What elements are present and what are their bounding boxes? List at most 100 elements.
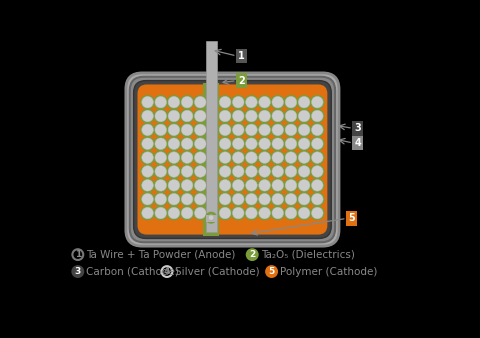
Circle shape bbox=[257, 123, 272, 137]
Circle shape bbox=[154, 137, 168, 151]
Circle shape bbox=[155, 166, 167, 177]
Circle shape bbox=[312, 193, 323, 205]
Circle shape bbox=[219, 124, 231, 136]
Circle shape bbox=[167, 164, 181, 179]
Circle shape bbox=[246, 166, 257, 177]
Circle shape bbox=[209, 215, 214, 220]
Text: 4: 4 bbox=[354, 138, 361, 148]
Circle shape bbox=[297, 192, 312, 207]
Text: 3: 3 bbox=[354, 123, 361, 133]
Circle shape bbox=[298, 179, 310, 191]
Circle shape bbox=[167, 178, 181, 193]
Circle shape bbox=[193, 192, 208, 207]
Circle shape bbox=[285, 110, 297, 122]
Circle shape bbox=[272, 96, 284, 108]
Circle shape bbox=[272, 138, 284, 149]
Text: 2: 2 bbox=[249, 250, 255, 259]
Circle shape bbox=[194, 207, 206, 219]
Circle shape bbox=[194, 138, 206, 149]
Circle shape bbox=[257, 164, 272, 179]
Circle shape bbox=[155, 179, 167, 191]
Circle shape bbox=[168, 193, 180, 205]
Circle shape bbox=[284, 206, 298, 220]
Circle shape bbox=[298, 207, 310, 219]
Circle shape bbox=[167, 109, 181, 123]
Circle shape bbox=[167, 95, 181, 110]
Circle shape bbox=[154, 164, 168, 179]
Circle shape bbox=[181, 166, 193, 177]
Circle shape bbox=[231, 123, 246, 137]
Circle shape bbox=[259, 166, 270, 177]
Circle shape bbox=[244, 150, 259, 165]
Circle shape bbox=[140, 150, 155, 165]
Circle shape bbox=[259, 124, 270, 136]
Circle shape bbox=[155, 96, 167, 108]
Circle shape bbox=[219, 96, 231, 108]
Circle shape bbox=[155, 207, 167, 219]
Circle shape bbox=[310, 150, 324, 165]
Circle shape bbox=[168, 152, 180, 163]
Circle shape bbox=[142, 152, 154, 163]
Circle shape bbox=[167, 150, 181, 165]
Circle shape bbox=[181, 193, 193, 205]
Circle shape bbox=[246, 193, 257, 205]
Circle shape bbox=[231, 137, 246, 151]
Circle shape bbox=[232, 207, 244, 219]
Circle shape bbox=[232, 138, 244, 149]
Circle shape bbox=[272, 166, 284, 177]
Circle shape bbox=[244, 206, 259, 220]
Circle shape bbox=[259, 207, 270, 219]
Circle shape bbox=[168, 179, 180, 191]
Circle shape bbox=[180, 206, 194, 220]
Circle shape bbox=[259, 152, 270, 163]
Circle shape bbox=[312, 152, 323, 163]
Circle shape bbox=[270, 137, 285, 151]
Circle shape bbox=[310, 178, 324, 193]
Circle shape bbox=[270, 178, 285, 193]
Circle shape bbox=[154, 150, 168, 165]
Circle shape bbox=[270, 109, 285, 123]
Circle shape bbox=[244, 164, 259, 179]
Circle shape bbox=[154, 109, 168, 123]
Bar bbox=[204, 83, 219, 236]
Circle shape bbox=[142, 166, 154, 177]
Circle shape bbox=[285, 96, 297, 108]
Circle shape bbox=[310, 206, 324, 220]
Circle shape bbox=[232, 110, 244, 122]
Circle shape bbox=[142, 124, 154, 136]
Circle shape bbox=[272, 152, 284, 163]
Circle shape bbox=[284, 178, 298, 193]
Circle shape bbox=[154, 178, 168, 193]
Circle shape bbox=[266, 266, 277, 277]
Circle shape bbox=[219, 110, 231, 122]
Circle shape bbox=[244, 95, 259, 110]
Circle shape bbox=[193, 164, 208, 179]
Circle shape bbox=[298, 96, 310, 108]
Circle shape bbox=[270, 95, 285, 110]
Circle shape bbox=[285, 124, 297, 136]
Circle shape bbox=[312, 124, 323, 136]
Circle shape bbox=[310, 109, 324, 123]
Circle shape bbox=[272, 110, 284, 122]
Circle shape bbox=[168, 138, 180, 149]
Circle shape bbox=[72, 249, 83, 260]
Circle shape bbox=[297, 206, 312, 220]
Text: Ta₂O₅ (Dielectrics): Ta₂O₅ (Dielectrics) bbox=[261, 250, 355, 260]
Circle shape bbox=[297, 123, 312, 137]
Circle shape bbox=[181, 96, 193, 108]
Circle shape bbox=[180, 109, 194, 123]
Circle shape bbox=[257, 178, 272, 193]
Text: Silver (Cathode): Silver (Cathode) bbox=[176, 267, 260, 276]
Circle shape bbox=[285, 138, 297, 149]
Circle shape bbox=[140, 109, 155, 123]
Circle shape bbox=[180, 95, 194, 110]
Circle shape bbox=[285, 207, 297, 219]
FancyBboxPatch shape bbox=[133, 80, 331, 238]
Circle shape bbox=[193, 123, 208, 137]
Circle shape bbox=[244, 192, 259, 207]
Circle shape bbox=[155, 152, 167, 163]
Circle shape bbox=[257, 137, 272, 151]
Circle shape bbox=[140, 164, 155, 179]
Circle shape bbox=[232, 179, 244, 191]
Circle shape bbox=[218, 150, 232, 165]
